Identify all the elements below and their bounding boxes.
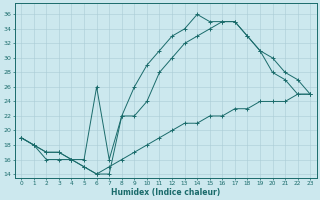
X-axis label: Humidex (Indice chaleur): Humidex (Indice chaleur) <box>111 188 220 197</box>
